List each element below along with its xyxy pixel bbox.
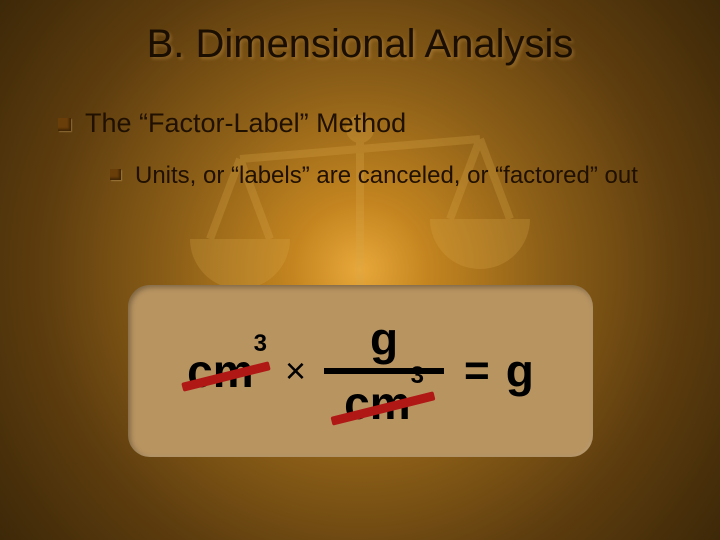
slide: B. Dimensional Analysis The “Factor-Labe… — [0, 0, 720, 540]
equals-symbol: = — [464, 346, 486, 396]
square-bullet-icon — [58, 118, 71, 131]
square-bullet-icon — [110, 169, 121, 180]
term-cm3-left: cm3 — [187, 344, 267, 398]
bullet-text-2: Units, or “labels” are canceled, or “fac… — [135, 160, 638, 192]
fraction-bar — [324, 368, 444, 374]
slide-title: B. Dimensional Analysis — [0, 22, 720, 67]
formula: cm3 × g cm3 = g — [187, 314, 534, 428]
bullet-row-2: Units, or “labels” are canceled, or “fac… — [110, 160, 670, 192]
bullet-row-1: The “Factor-Label” Method — [58, 108, 406, 139]
formula-box: cm3 × g cm3 = g — [128, 285, 593, 457]
result: g — [506, 344, 534, 398]
times-symbol: × — [285, 350, 306, 392]
bullet-text-1: The “Factor-Label” Method — [85, 108, 406, 139]
fraction: g cm3 — [324, 314, 444, 428]
denominator-cm3: cm3 — [336, 378, 432, 428]
numerator: g — [362, 314, 406, 364]
